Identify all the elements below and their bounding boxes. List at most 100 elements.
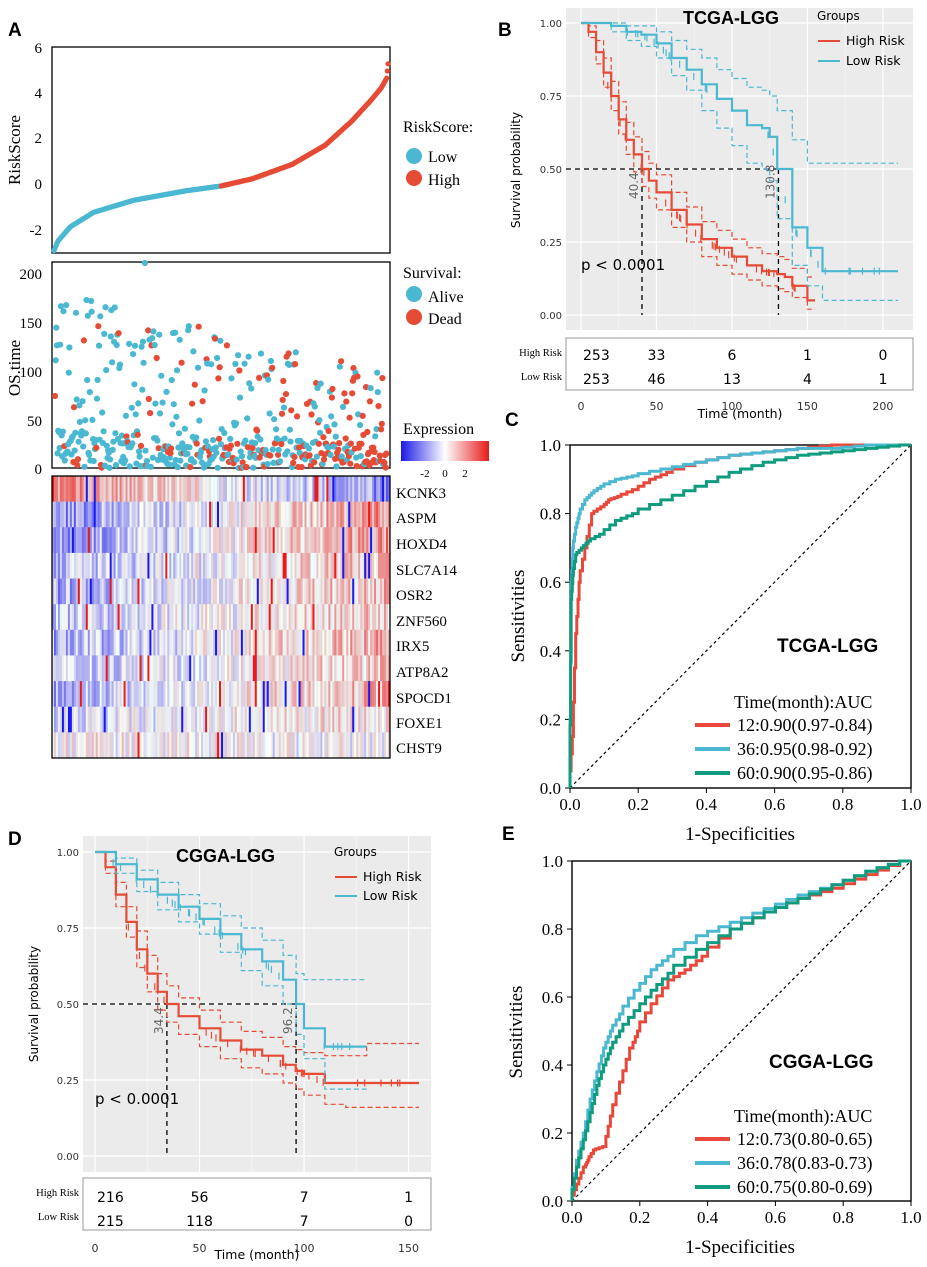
os-point-alive bbox=[158, 372, 165, 379]
heatmap-cell bbox=[326, 552, 329, 579]
heatmap-cell bbox=[115, 578, 119, 605]
heatmap-cell bbox=[272, 476, 276, 502]
heatmap-cell bbox=[187, 655, 190, 682]
heatmap-cell bbox=[125, 655, 128, 682]
heatmap-cell bbox=[340, 706, 343, 733]
heatmap-cell bbox=[324, 604, 327, 631]
heatmap-cell bbox=[131, 501, 134, 528]
os-point-alive bbox=[97, 313, 104, 320]
heatmap-cell bbox=[109, 552, 113, 579]
heatmap-cell bbox=[133, 476, 136, 502]
heatmap-cell bbox=[358, 629, 361, 656]
heatmap-cell bbox=[157, 604, 160, 631]
heatmap-cell bbox=[93, 476, 97, 502]
heatmap-cell bbox=[256, 527, 260, 554]
heatmap-cell bbox=[79, 732, 83, 759]
roc-y-tick-label: 0.6 bbox=[542, 988, 563, 1007]
heatmap-cell bbox=[179, 476, 182, 502]
heatmap-cell bbox=[276, 655, 280, 682]
heatmap-cell bbox=[83, 629, 87, 656]
heatmap-cell bbox=[388, 655, 391, 682]
heatmap-cell bbox=[238, 706, 242, 733]
heatmap-cell bbox=[328, 578, 331, 605]
heatmap-cell bbox=[179, 527, 182, 554]
heatmap-cell bbox=[205, 706, 208, 733]
gene-label: ZNF560 bbox=[396, 614, 447, 630]
heatmap-cell bbox=[103, 604, 107, 631]
heatmap-cell bbox=[113, 552, 117, 579]
heatmap-cell bbox=[117, 552, 120, 579]
heatmap-cell bbox=[238, 681, 242, 708]
heatmap-cell bbox=[117, 629, 120, 656]
heatmap-cell bbox=[356, 552, 359, 579]
heatmap-cell bbox=[189, 501, 192, 528]
os-point-alive bbox=[269, 446, 276, 453]
heatmap-cell bbox=[163, 527, 166, 554]
panel-c: C 0.00.00.20.20.40.40.60.60.80.81.01.0 S… bbox=[505, 410, 922, 845]
heatmap-cell bbox=[121, 655, 124, 682]
heatmap-cell bbox=[314, 604, 317, 631]
os-point-alive bbox=[82, 430, 89, 437]
heatmap-cell bbox=[338, 655, 341, 682]
heatmap-cell bbox=[157, 501, 160, 528]
km-cgga-legend-high: High Risk bbox=[363, 869, 422, 884]
heatmap-cell bbox=[53, 552, 57, 579]
heatmap-cell bbox=[256, 476, 260, 502]
heatmap-cell bbox=[197, 578, 200, 605]
heatmap-cell bbox=[115, 706, 119, 733]
heatmap-cell bbox=[266, 501, 270, 528]
os-point-dead bbox=[254, 427, 261, 434]
heatmap-cell bbox=[284, 604, 288, 631]
heatmap-cell bbox=[195, 732, 198, 759]
risk-count: 1 bbox=[878, 372, 887, 388]
heatmap-cell bbox=[278, 501, 282, 528]
heatmap-cell bbox=[348, 629, 351, 656]
heatmap-cell bbox=[272, 578, 276, 605]
panel-e-letter: E bbox=[502, 824, 515, 845]
heatmap-cell bbox=[274, 732, 278, 759]
heatmap-cell bbox=[312, 552, 315, 579]
heatmap-cell bbox=[240, 501, 244, 528]
heatmap-cell bbox=[121, 732, 124, 759]
heatmap-cell bbox=[101, 706, 105, 733]
heatmap-cell bbox=[135, 655, 138, 682]
roc-x-tick-label: 0.2 bbox=[629, 1208, 650, 1227]
os-point-alive bbox=[82, 417, 89, 424]
heatmap-cell bbox=[135, 578, 138, 605]
heatmap-cell bbox=[67, 706, 71, 733]
heatmap-cell bbox=[101, 578, 105, 605]
heatmap-cell bbox=[232, 655, 236, 682]
heatmap-cell bbox=[75, 604, 79, 631]
heatmap-cell bbox=[288, 527, 291, 554]
heatmap-cell bbox=[181, 578, 184, 605]
heatmap-cell bbox=[201, 629, 204, 656]
heatmap-cell bbox=[191, 501, 194, 528]
riskscore-ytick: 0 bbox=[35, 177, 43, 193]
km-cgga-legend-title: Groups bbox=[334, 845, 377, 859]
os-point-alive bbox=[173, 367, 181, 374]
heatmap-cell bbox=[386, 476, 389, 502]
heatmap-cell bbox=[350, 552, 353, 579]
risk-count: 1 bbox=[404, 1190, 413, 1206]
heatmap-cell bbox=[111, 629, 115, 656]
heatmap-cell bbox=[193, 501, 196, 528]
heatmap-cell bbox=[177, 706, 180, 733]
heatmap-cell bbox=[65, 527, 69, 554]
heatmap-cell bbox=[254, 527, 258, 554]
heatmap-cell bbox=[372, 681, 375, 708]
heatmap-cell bbox=[244, 629, 248, 656]
heatmap-cell bbox=[312, 655, 315, 682]
heatmap-cell bbox=[256, 629, 260, 656]
os-point-alive bbox=[193, 434, 200, 441]
heatmap-cell bbox=[59, 578, 63, 605]
heatmap-cell bbox=[175, 629, 178, 656]
heatmap-cell bbox=[119, 552, 122, 579]
os-point-alive bbox=[152, 400, 159, 407]
heatmap-cell bbox=[386, 681, 389, 708]
heatmap-cell bbox=[199, 629, 202, 656]
os-point-alive bbox=[314, 384, 321, 392]
heatmap-cell bbox=[274, 655, 278, 682]
heatmap-cell bbox=[238, 527, 242, 554]
heatmap-cell bbox=[294, 655, 297, 682]
roc-y-tick-label: 1.0 bbox=[540, 436, 561, 455]
